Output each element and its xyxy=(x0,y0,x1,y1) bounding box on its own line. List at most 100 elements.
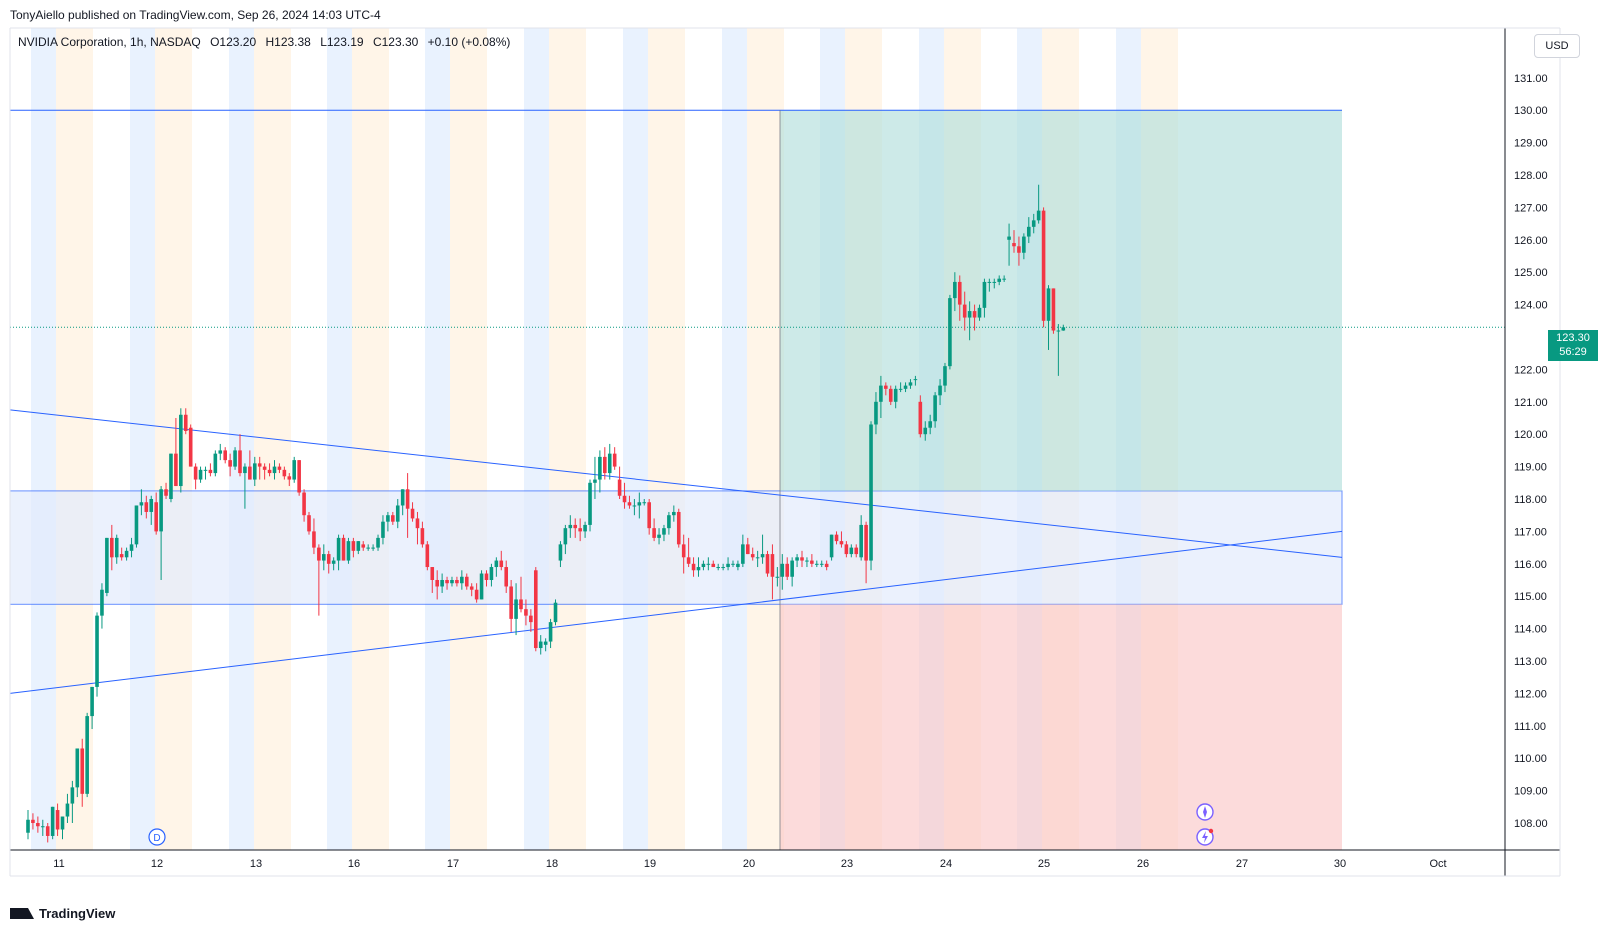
candle[interactable] xyxy=(203,466,208,480)
candle[interactable] xyxy=(785,557,790,580)
candle[interactable] xyxy=(292,456,297,483)
candle[interactable] xyxy=(603,447,607,480)
candle[interactable] xyxy=(450,576,454,587)
candle[interactable] xyxy=(326,550,331,574)
candle[interactable] xyxy=(992,278,997,289)
candle[interactable] xyxy=(262,463,267,480)
range-box[interactable] xyxy=(9,490,1343,605)
candle[interactable] xyxy=(65,793,70,823)
candle[interactable] xyxy=(60,816,65,840)
candle[interactable] xyxy=(662,524,666,542)
candle[interactable] xyxy=(632,499,637,516)
candle[interactable] xyxy=(943,362,947,393)
candle[interactable] xyxy=(287,473,292,487)
candle[interactable] xyxy=(726,557,730,571)
candle[interactable] xyxy=(425,541,430,571)
candle[interactable] xyxy=(114,534,119,564)
candle[interactable] xyxy=(302,489,306,522)
candle[interactable] xyxy=(874,392,878,435)
candle[interactable] xyxy=(760,534,765,564)
candle[interactable] xyxy=(95,612,99,697)
candle[interactable] xyxy=(977,304,982,321)
candle[interactable] xyxy=(770,544,775,600)
candle[interactable] xyxy=(647,499,651,535)
candle[interactable] xyxy=(509,580,513,632)
candle[interactable] xyxy=(815,560,819,568)
candle[interactable] xyxy=(834,531,839,545)
candle[interactable] xyxy=(400,489,405,516)
d-marker-icon[interactable] xyxy=(148,828,166,846)
candle[interactable] xyxy=(361,541,366,551)
candle[interactable] xyxy=(90,686,94,730)
candle[interactable] xyxy=(573,518,578,538)
symbol-name[interactable]: NVIDIA Corporation, 1h, NASDAQ xyxy=(18,35,201,49)
candle[interactable] xyxy=(652,518,656,542)
candle[interactable] xyxy=(243,463,247,509)
candle[interactable] xyxy=(440,573,444,593)
candle[interactable] xyxy=(80,738,85,807)
candle[interactable] xyxy=(1036,184,1041,224)
candle[interactable] xyxy=(36,816,40,833)
candle[interactable] xyxy=(336,534,341,571)
candle[interactable] xyxy=(198,466,203,483)
candle[interactable] xyxy=(622,482,627,509)
candle[interactable] xyxy=(588,479,592,532)
candle[interactable] xyxy=(538,635,543,655)
candle[interactable] xyxy=(805,557,809,568)
candle[interactable] xyxy=(775,567,780,587)
candle[interactable] xyxy=(529,609,533,632)
candle[interactable] xyxy=(686,537,691,568)
candle[interactable] xyxy=(982,278,987,318)
candle[interactable] xyxy=(1012,230,1016,253)
candle[interactable] xyxy=(957,275,962,321)
candle[interactable] xyxy=(869,421,873,571)
tradingview-footer[interactable]: TradingView xyxy=(10,906,115,921)
candle[interactable] xyxy=(524,599,528,626)
candle[interactable] xyxy=(1017,236,1021,266)
candle[interactable] xyxy=(514,583,518,636)
candle[interactable] xyxy=(553,599,558,626)
candle[interactable] xyxy=(188,424,193,467)
candle[interactable] xyxy=(706,557,711,571)
loss-zone[interactable] xyxy=(780,604,1342,850)
candle[interactable] xyxy=(341,534,346,561)
candle[interactable] xyxy=(26,810,30,840)
candle[interactable] xyxy=(410,502,415,522)
candle[interactable] xyxy=(824,560,829,571)
candle[interactable] xyxy=(124,547,129,561)
candle[interactable] xyxy=(405,473,410,538)
candle[interactable] xyxy=(55,803,60,836)
candle[interactable] xyxy=(745,537,750,555)
candle[interactable] xyxy=(395,499,400,529)
candle[interactable] xyxy=(750,547,755,561)
candle[interactable] xyxy=(272,460,277,480)
candle[interactable] xyxy=(282,466,287,480)
candle[interactable] xyxy=(85,712,89,798)
candle[interactable] xyxy=(346,537,351,564)
candle[interactable] xyxy=(1046,285,1051,350)
candle[interactable] xyxy=(967,301,972,341)
candle[interactable] xyxy=(110,524,114,571)
candle[interactable] xyxy=(780,554,785,590)
candle[interactable] xyxy=(657,528,661,545)
candle[interactable] xyxy=(356,541,361,555)
candle[interactable] xyxy=(543,638,548,652)
candle[interactable] xyxy=(169,453,173,503)
ascending-trendline[interactable] xyxy=(9,530,1343,694)
candle[interactable] xyxy=(617,466,622,499)
candle[interactable] xyxy=(987,278,992,292)
candle[interactable] xyxy=(499,550,504,571)
candle[interactable] xyxy=(50,806,55,840)
candle[interactable] xyxy=(583,521,587,538)
candle[interactable] xyxy=(908,379,913,389)
candle[interactable] xyxy=(119,547,124,561)
candle[interactable] xyxy=(129,537,134,558)
candle[interactable] xyxy=(864,521,868,584)
candle[interactable] xyxy=(691,557,696,577)
candle[interactable] xyxy=(568,515,573,538)
candle[interactable] xyxy=(31,813,35,830)
candle[interactable] xyxy=(474,583,479,603)
candle[interactable] xyxy=(277,463,282,474)
candle[interactable] xyxy=(903,382,908,393)
